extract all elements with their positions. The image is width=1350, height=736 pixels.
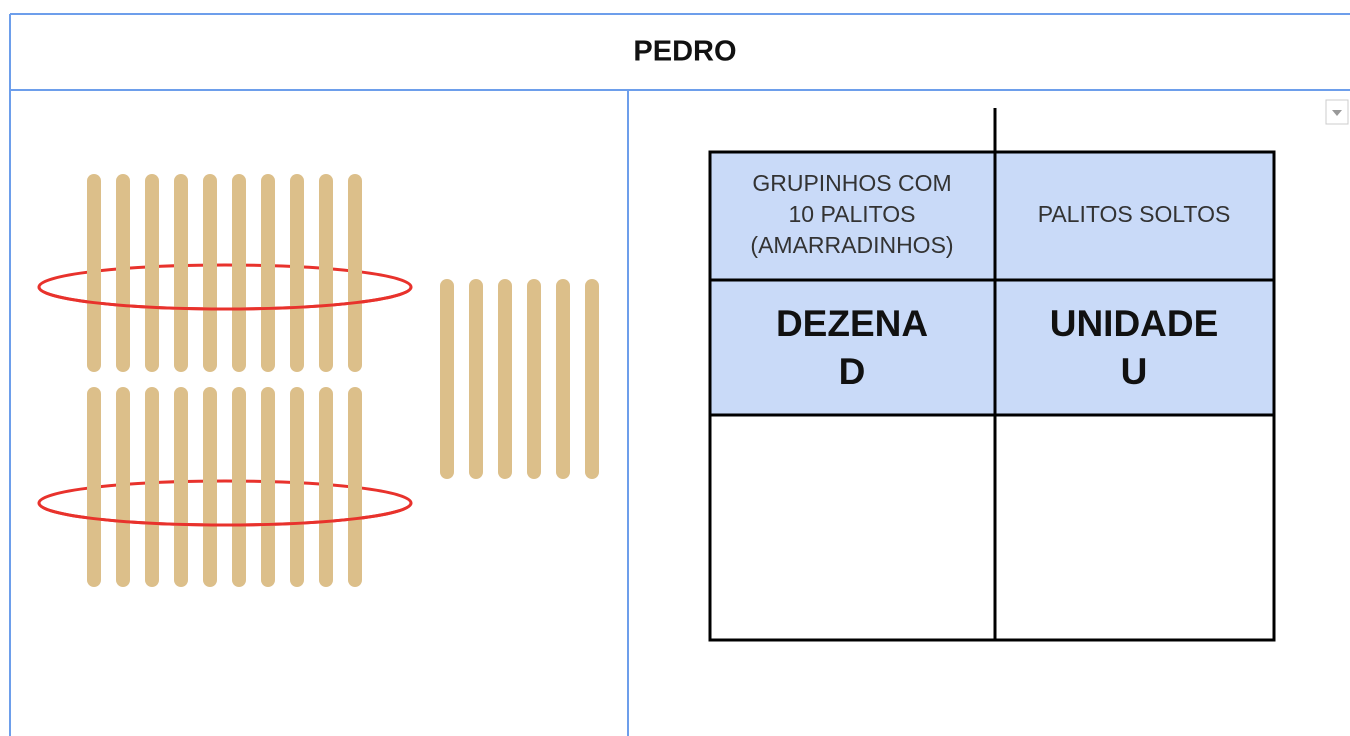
header-title: PEDRO [633,36,736,68]
column-label: D [839,351,866,392]
column-header: GRUPINHOS COM [752,170,951,196]
dropdown-icon[interactable] [1325,99,1349,125]
frame [9,13,1350,736]
column-header: 10 PALITOS [789,201,916,227]
table-grid [708,108,1276,642]
column-header: PALITOS SOLTOS [1038,201,1231,227]
column-label: UNIDADE [1050,303,1219,344]
rubber-band-front [37,502,413,527]
column-label: U [1121,351,1148,392]
column-header: (AMARRADINHOS) [750,232,953,258]
column-label: DEZENA [776,303,928,344]
rubber-band-front [37,286,413,311]
value-table: GRUPINHOS COM 10 PALITOS (AMARRADINHOS) PAL… [708,108,1276,642]
sticks-illustration [37,174,599,587]
header-cells [710,152,1274,415]
